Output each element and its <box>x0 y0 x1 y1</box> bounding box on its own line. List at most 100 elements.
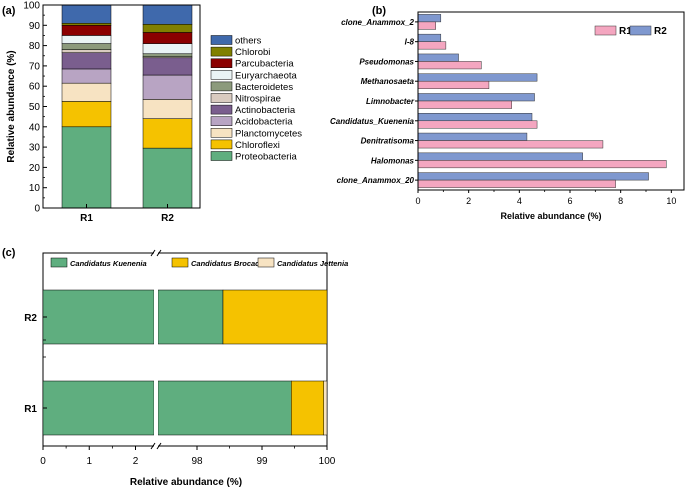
bar-r2-limnobacter <box>417 93 535 102</box>
y-tick-label-r1: R1 <box>24 404 37 415</box>
legend-swatch-euryarchaeota <box>210 70 233 80</box>
plot-frame <box>42 252 328 447</box>
legend-swatch-parcubacteria <box>210 58 233 68</box>
y-tick-label-halomonas: Halomonas <box>371 156 415 165</box>
bar-r1-halomonas <box>417 160 667 169</box>
x-tick-label: 0 <box>40 456 46 467</box>
legend-label-actinobacteria: Actinobacteria <box>235 105 296 116</box>
panel-a-stacked-bar-chart: 0 10 20 30 40 50 60 70 80 90 100 R1 R2 Relative abund… <box>6 1 302 225</box>
legend-label-chlorobi: Chlorobi <box>235 47 270 58</box>
axis-break-mark <box>156 249 162 257</box>
y-tick-label: 30 <box>29 143 41 154</box>
y-tick-label: 70 <box>29 61 41 72</box>
legend-swatch-proteobacteria <box>210 151 233 161</box>
legend-label-r2: R2 <box>654 26 667 37</box>
axis-break-gap <box>154 247 158 452</box>
bar-r1-i-8 <box>417 41 447 50</box>
legend-label-acidobacteria: Acidobacteria <box>235 117 293 128</box>
legend-label-planctomycetes: Planctomycetes <box>235 128 302 139</box>
legend-swatch-bacteroidetes <box>210 81 233 92</box>
y-tick-label: 90 <box>29 21 41 32</box>
bar-r2-methanosaeta <box>417 73 538 82</box>
bar-r1-actinobacteria <box>61 52 112 70</box>
legend-label-others: others <box>235 36 262 47</box>
y-tick-label-i-8: I-8 <box>405 38 415 47</box>
x-tick-label-r1: R1 <box>80 213 93 224</box>
legend-swatch-chlorobi <box>210 46 233 57</box>
y-tick-label: 0 <box>34 204 40 215</box>
legend-swatch-acidobacteria <box>210 116 233 126</box>
bar-r2-bacteroidetes <box>142 53 193 58</box>
panel-c-label: (c) <box>2 247 16 259</box>
bar-r2-clone-anammox-20 <box>417 172 649 181</box>
bar-r2-planctomycetes <box>142 99 193 119</box>
bar-r2-candidatus-kuenenia <box>157 289 224 345</box>
bar-r1-clone-anammox-2 <box>417 21 436 30</box>
bar-r1-candidatus-jettenia <box>323 380 328 436</box>
y-tick-label: 100 <box>23 1 40 12</box>
y-tick-label: 20 <box>29 163 41 174</box>
bar-r1-nitrospirae <box>61 49 112 53</box>
legend-label-chloroflexi: Chloroflexi <box>235 140 280 151</box>
legend-label-r1: R1 <box>619 26 632 37</box>
bar-r1-euryarchaeota <box>61 35 112 44</box>
bar-r2-acidobacteria <box>142 74 193 100</box>
panel-b-label: (b) <box>372 5 386 17</box>
legend-swatch-candidatus-jettenia <box>257 257 275 268</box>
x-axis-label: Relative abundance (%) <box>500 211 601 221</box>
bar-r1-candidatus-kuenenia <box>417 120 538 129</box>
bar-r2-chloroflexi <box>142 118 193 149</box>
bar-r1-others <box>61 4 112 24</box>
legend-label-candidatus-kuenenia: Candidatus Kuenenia <box>70 259 147 268</box>
x-tick-label: 8 <box>618 196 623 206</box>
y-tick-label-clone-anammox-2: clone_Anammox_2 <box>341 18 414 27</box>
x-tick-label: 2 <box>133 456 139 467</box>
x-tick-label: 1 <box>86 456 92 467</box>
bar-r2-candidatus-kuenenia <box>417 113 533 122</box>
axis-break-mark <box>150 442 156 450</box>
y-axis-label: Relative abundance (%) <box>6 50 17 162</box>
x-tick-label: 10 <box>666 196 676 206</box>
bar-r1-proteobacteria <box>61 126 112 209</box>
y-tick-label-denitratisoma: Denitratisoma <box>361 137 415 146</box>
bar-r2-i-8 <box>417 33 442 42</box>
y-tick-label-methanosaeta: Methanosaeta <box>361 77 415 86</box>
y-tick-label-pseudomonas: Pseudomonas <box>359 57 414 66</box>
bar-r2-halomonas <box>417 152 583 161</box>
bar-r2-clone-anammox-2 <box>417 14 442 23</box>
panel-c-broken-axis-bar-chart: R2 R1 0 1 2 98 99 100 Relative abundance (%) Cand… <box>24 247 348 488</box>
bar-r2-proteobacteria <box>142 147 193 209</box>
bar-r1-candidatus-kuenenia <box>42 380 155 436</box>
legend-swatch-candidatus-kuenenia <box>50 257 68 268</box>
y-tick-label-limnobacter: Limnobacter <box>366 97 415 106</box>
x-tick-label: 100 <box>319 456 336 467</box>
legend-swatch-chloroflexi <box>210 139 233 150</box>
panel-b-horizontal-bar-chart: clone_Anammox_2 I-8 Pseudomonas Methanosaet… <box>330 11 685 221</box>
y-tick-label: 10 <box>29 183 41 194</box>
bar-r2-euryarchaeota <box>142 43 193 54</box>
bar-r1-pseudomonas <box>417 61 482 70</box>
bar-r1-chlorobi <box>61 23 112 26</box>
legend-label-euryarchaeota: Euryarchaeota <box>235 70 298 81</box>
y-tick-label-r2: R2 <box>24 313 37 324</box>
legend-swatch-r1 <box>594 25 617 36</box>
bar-r1-bacteroidetes <box>61 43 112 50</box>
legend-swatch-r2 <box>629 25 652 36</box>
legend-swatch-others <box>210 35 233 45</box>
y-tick-label: 60 <box>29 82 41 93</box>
x-axis-label: Relative abundance (%) <box>130 477 242 488</box>
x-tick-label-r2: R2 <box>161 213 174 224</box>
bar-r2-others <box>142 4 193 25</box>
legend-label-candidatus-brocadia: Candidatus Brocadia <box>191 259 266 268</box>
bar-r2-parcubacteria <box>142 32 193 44</box>
x-tick-label: 4 <box>517 196 522 206</box>
legend-label-bacteroidetes: Bacteroidetes <box>235 82 293 93</box>
bar-r2-candidatus-brocadia <box>222 289 328 345</box>
y-tick-label: 80 <box>29 41 41 52</box>
bar-r2-denitratisoma <box>417 132 528 141</box>
axis-break-mark <box>150 249 156 257</box>
bar-r1-clone-anammox-20 <box>417 179 616 188</box>
bar-r2-actinobacteria <box>142 57 193 76</box>
bar-r1-chloroflexi <box>61 101 112 128</box>
